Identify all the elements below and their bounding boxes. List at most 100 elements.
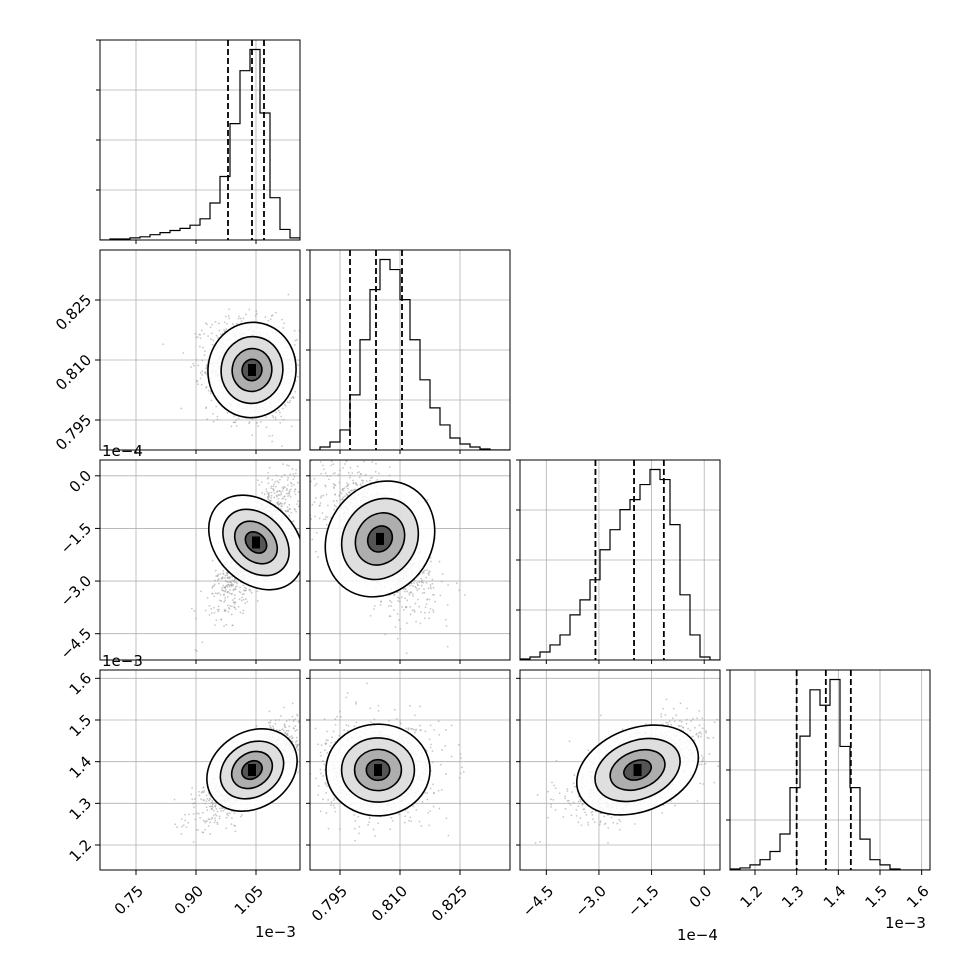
sample-point <box>268 495 270 498</box>
sample-point <box>295 510 298 513</box>
sample-point <box>211 800 214 802</box>
sample-point <box>334 493 336 496</box>
sample-point <box>234 601 237 604</box>
sample-point <box>371 461 374 463</box>
sample-point <box>190 366 193 368</box>
sample-point <box>223 577 226 579</box>
sample-point <box>196 336 199 338</box>
sample-point <box>283 502 286 505</box>
sample-point <box>283 473 286 476</box>
sample-point <box>302 493 304 495</box>
grid-0-2 <box>100 460 318 660</box>
sample-point <box>425 576 427 579</box>
sample-point <box>210 338 212 341</box>
sample-point <box>193 364 196 367</box>
sample-point <box>332 472 335 475</box>
sample-point <box>230 593 233 595</box>
sample-point <box>311 464 313 466</box>
sample-point <box>304 477 306 479</box>
sample-point <box>271 414 274 417</box>
sample-point <box>293 483 295 486</box>
sample-point <box>446 645 449 648</box>
sample-point <box>296 338 298 341</box>
sample-point <box>359 483 362 486</box>
sample-point <box>286 510 289 513</box>
sample-point <box>264 316 267 318</box>
sample-point <box>302 740 304 742</box>
sample-point <box>413 609 416 612</box>
sample-point <box>228 577 231 580</box>
sample-point <box>384 633 387 636</box>
sample-point <box>325 515 327 518</box>
sample-point <box>277 494 280 496</box>
sample-point <box>195 617 197 620</box>
sample-point <box>225 571 228 574</box>
sample-point <box>272 485 275 488</box>
sample-point <box>263 493 266 496</box>
sample-point <box>227 610 230 613</box>
sample-point <box>230 823 233 826</box>
contour-line <box>244 531 268 554</box>
sample-point <box>289 473 292 476</box>
sample-point <box>267 721 270 724</box>
sample-point <box>273 492 276 495</box>
grid-0-1 <box>100 250 319 450</box>
sample-point <box>398 600 401 603</box>
sample-point <box>304 499 306 501</box>
sample-point <box>360 484 363 487</box>
sample-point <box>213 595 216 598</box>
sample-point <box>355 483 358 486</box>
sample-point <box>342 467 344 469</box>
sample-point <box>213 821 216 824</box>
sample-point <box>223 590 225 593</box>
sample-point <box>195 828 198 831</box>
sample-point <box>413 582 415 584</box>
sample-point <box>302 473 304 475</box>
sample-point <box>221 576 224 579</box>
sample-point <box>317 383 319 385</box>
sample-point <box>294 339 297 342</box>
sample-point <box>288 725 291 728</box>
sample-point <box>217 322 220 325</box>
sample-point <box>274 416 277 419</box>
sample-point <box>231 579 234 582</box>
sample-point <box>290 425 293 428</box>
sample-point <box>203 333 206 335</box>
sample-point <box>288 494 291 496</box>
sample-point <box>307 498 309 500</box>
sample-point <box>242 598 245 601</box>
sample-point <box>213 584 215 587</box>
sample-point <box>215 808 218 810</box>
sample-point <box>272 416 275 419</box>
sample-point <box>302 381 304 383</box>
sample-point <box>205 367 208 370</box>
sample-point <box>209 326 212 329</box>
sample-point <box>212 339 215 342</box>
sample-point <box>334 472 336 474</box>
sample-point <box>194 649 197 651</box>
sample-point <box>270 487 272 490</box>
histogram-1 <box>310 250 510 450</box>
sample-point <box>288 514 291 517</box>
sample-point <box>227 814 230 817</box>
sample-point <box>190 607 193 610</box>
sample-point <box>209 805 212 808</box>
density-peak <box>252 536 260 549</box>
sample-point <box>277 409 280 412</box>
sample-point <box>394 626 397 628</box>
sample-point <box>316 466 318 468</box>
sample-point <box>429 586 432 588</box>
sample-point <box>311 504 314 506</box>
sample-point <box>379 603 382 606</box>
histogram-3 <box>730 670 930 870</box>
sample-point <box>307 724 309 726</box>
sample-point <box>265 426 268 429</box>
sample-point <box>239 586 242 589</box>
sample-point <box>397 596 399 599</box>
sample-point <box>305 376 307 378</box>
sample-point <box>426 598 429 601</box>
sample-point <box>282 487 285 490</box>
sample-point <box>223 594 225 597</box>
sample-point <box>203 354 206 357</box>
